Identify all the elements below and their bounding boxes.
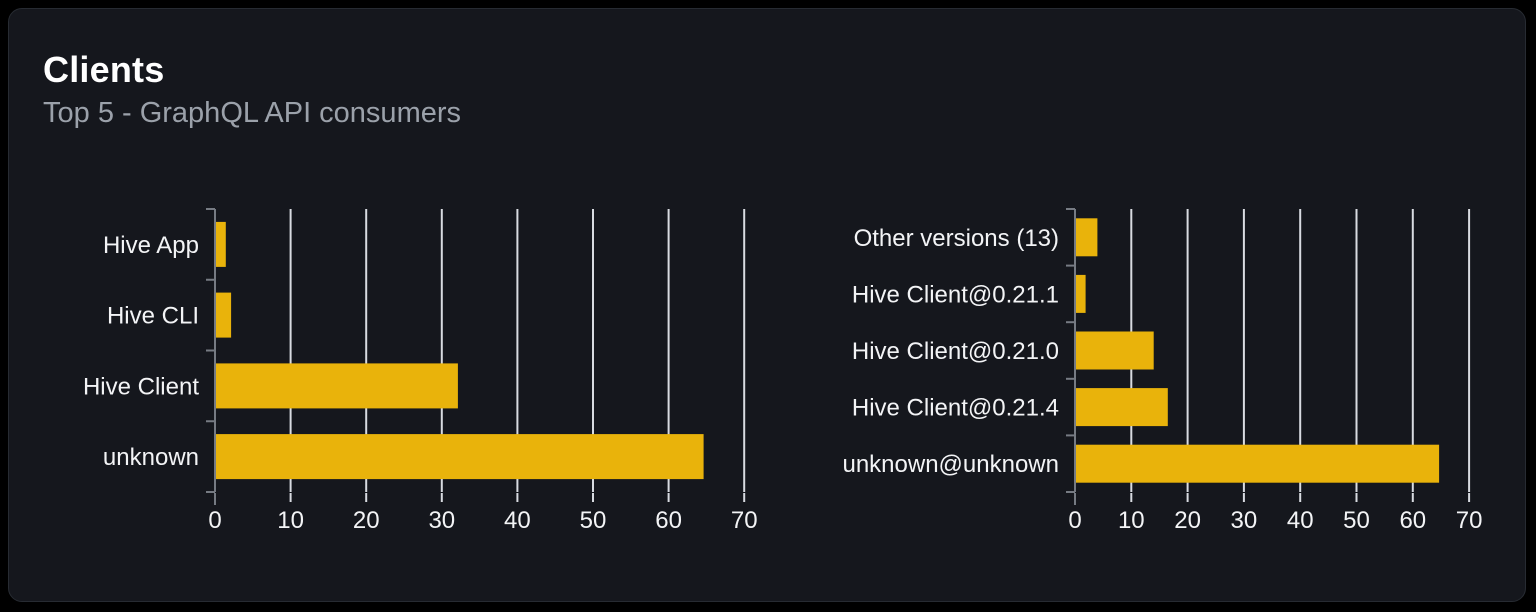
category-label-hive-client: Hive Client bbox=[83, 373, 199, 400]
client-versions-bar-chart: 0 10 20 30 40 50 60 70 Other versions (13) Hive C… bbox=[842, 208, 1483, 534]
x-tick-label: 70 bbox=[731, 507, 758, 534]
card-title: Clients bbox=[43, 49, 165, 90]
bar-hive-app[interactable] bbox=[216, 221, 226, 267]
bar-unknown[interactable] bbox=[216, 434, 704, 480]
x-tick-label: 60 bbox=[655, 507, 682, 534]
x-tick-label: 30 bbox=[428, 507, 455, 534]
category-label-other-versions-13: Other versions (13) bbox=[854, 225, 1059, 252]
x-tick-label: 0 bbox=[208, 507, 221, 534]
x-tick-label: 70 bbox=[1456, 507, 1483, 534]
category-label-hive-client-0-21-1: Hive Client@0.21.1 bbox=[852, 281, 1059, 308]
bar-hive-cli[interactable] bbox=[216, 292, 232, 338]
clients-card: Clients Top 5 - GraphQL API consumers 0 1… bbox=[8, 8, 1526, 602]
x-tick-label: 40 bbox=[1287, 507, 1314, 534]
x-tick-label: 50 bbox=[580, 507, 607, 534]
bar-other-versions-13[interactable] bbox=[1076, 218, 1098, 257]
clients-bar-chart: 0 10 20 30 40 50 60 70 Hive App Hive CLI Hive Clie… bbox=[83, 208, 758, 534]
bar-hive-client[interactable] bbox=[216, 363, 458, 409]
category-label-hive-client-0-21-0: Hive Client@0.21.0 bbox=[852, 338, 1059, 365]
category-label-hive-cli: Hive CLI bbox=[107, 303, 199, 330]
x-tick-label: 40 bbox=[504, 507, 531, 534]
x-tick-label: 20 bbox=[1174, 507, 1201, 534]
x-tick-label: 10 bbox=[277, 507, 304, 534]
x-tick-label: 10 bbox=[1118, 507, 1145, 534]
bar-hive-client-0-21-1[interactable] bbox=[1076, 274, 1086, 313]
x-tick-label: 0 bbox=[1068, 507, 1081, 534]
bar-hive-client-0-21-0[interactable] bbox=[1076, 331, 1154, 370]
bar-hive-client-0-21-4[interactable] bbox=[1076, 388, 1168, 427]
x-tick-label: 20 bbox=[353, 507, 380, 534]
category-label-hive-client-0-21-4: Hive Client@0.21.4 bbox=[852, 395, 1059, 422]
x-tick-label: 60 bbox=[1399, 507, 1426, 534]
category-label-hive-app: Hive App bbox=[103, 232, 199, 259]
bar-unknown-unknown[interactable] bbox=[1076, 444, 1440, 483]
x-tick-label: 50 bbox=[1343, 507, 1370, 534]
card-subtitle: Top 5 - GraphQL API consumers bbox=[43, 97, 462, 129]
category-label-unknown-unknown: unknown@unknown bbox=[842, 451, 1059, 478]
x-tick-label: 30 bbox=[1231, 507, 1258, 534]
category-label-unknown: unknown bbox=[103, 444, 199, 471]
